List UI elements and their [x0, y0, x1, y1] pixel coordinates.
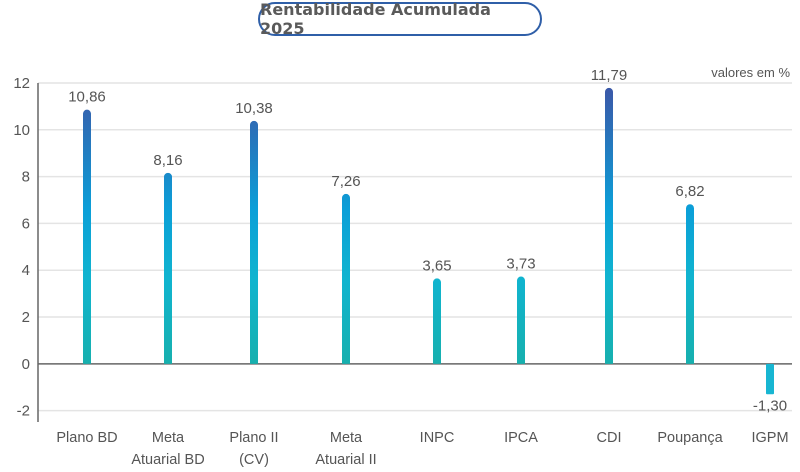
data-label: -1,30	[753, 397, 787, 414]
bar-body	[83, 113, 91, 364]
data-label: 10,86	[68, 89, 106, 106]
data-label: 7,26	[331, 173, 360, 190]
x-tick-label: IPCA	[504, 430, 538, 446]
x-tick-label: Atuarial BD	[131, 452, 204, 468]
bar-body	[686, 208, 694, 364]
bar-body	[605, 91, 613, 364]
bar-body	[164, 176, 172, 364]
data-label: 8,16	[153, 152, 182, 169]
y-tick-label: 8	[22, 169, 30, 186]
x-tick-label: Plano BD	[56, 430, 117, 446]
chart-title: Rentabilidade Acumulada 2025	[258, 0, 542, 38]
y-tick-label: 4	[22, 262, 30, 279]
x-tick-label: Poupança	[657, 430, 723, 446]
bar	[766, 363, 774, 395]
bar-body	[342, 197, 350, 364]
data-label: 3,65	[422, 257, 451, 274]
x-tick-label: Plano II	[229, 430, 278, 446]
y-tick-label: 2	[22, 309, 30, 326]
x-tick-label: CDI	[597, 430, 622, 446]
y-tick-label: 12	[13, 75, 30, 92]
x-tick-label: IGPM	[751, 430, 788, 446]
y-tick-label: -2	[17, 403, 30, 420]
data-label: 3,73	[506, 256, 535, 273]
y-tick-label: 0	[22, 356, 30, 373]
data-label: 10,38	[235, 100, 273, 117]
x-tick-label: Meta	[330, 430, 363, 446]
data-label: 11,79	[591, 67, 627, 84]
data-label: 6,82	[675, 183, 704, 200]
y-tick-label: 10	[13, 122, 30, 139]
x-tick-label: Meta	[152, 430, 185, 446]
x-tick-label: (CV)	[239, 452, 269, 468]
x-tick-label: Atuarial II	[315, 452, 376, 468]
bar-body	[517, 280, 525, 364]
y-tick-label: 6	[22, 215, 30, 232]
unit-note: valores em %	[711, 65, 790, 80]
bar-body	[250, 124, 258, 364]
bar-body	[433, 282, 441, 364]
x-tick-label: INPC	[420, 430, 455, 446]
